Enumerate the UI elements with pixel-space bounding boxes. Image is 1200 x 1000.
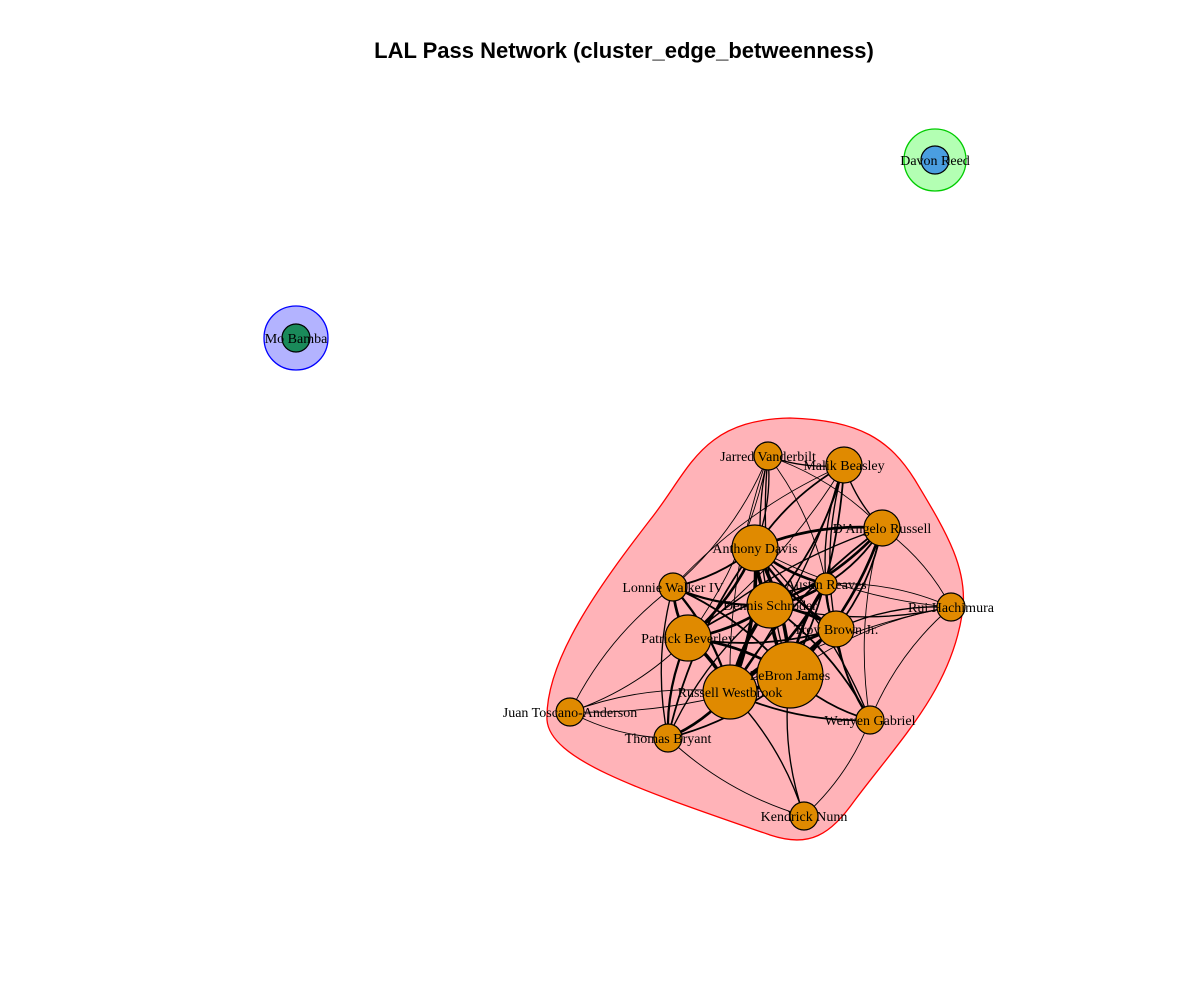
node-ad[interactable]	[731, 524, 779, 572]
edge-dangelo-wenyen	[863, 527, 883, 721]
label-schroder: Dennis Schroder	[723, 599, 817, 614]
diagram-title: LAL Pass Network (cluster_edge_betweenne…	[374, 38, 874, 63]
node-lebron[interactable]	[756, 641, 824, 709]
edge-ad-rui	[754, 547, 952, 608]
label-malik: Malik Beasley	[803, 459, 884, 474]
cluster-hulls	[263, 128, 967, 841]
label-jarred: Jarred Vanderbilt	[720, 450, 816, 465]
node-juan[interactable]	[555, 697, 585, 727]
label-troy: Troy Brown Jr.	[794, 623, 879, 638]
edge-reaves-jarred	[767, 455, 827, 585]
node-rui[interactable]	[936, 592, 966, 622]
label-ad: Anthony Davis	[712, 542, 797, 557]
player-nodes	[281, 145, 966, 831]
node-lonnie[interactable]	[658, 572, 688, 602]
label-thomas: Thomas Bryant	[625, 732, 712, 747]
edge-reaves-wenyen	[825, 583, 871, 721]
label-wenyen: Wenyen Gabriel	[825, 714, 916, 729]
edge-lonnie-malik	[672, 464, 845, 588]
edge-nunn-thomas	[667, 737, 805, 817]
node-mo[interactable]	[281, 323, 311, 353]
node-reaves[interactable]	[814, 572, 838, 596]
node-davon[interactable]	[920, 145, 950, 175]
label-lonnie: Lonnie Walker IV	[622, 581, 723, 596]
node-jarred[interactable]	[753, 441, 783, 471]
node-nunn[interactable]	[789, 801, 819, 831]
edge-lonnie-jarred	[672, 455, 769, 588]
node-westbrook[interactable]	[702, 664, 758, 720]
label-davon: Davon Reed	[900, 154, 970, 169]
label-westbrook: Russell Westbrook	[678, 686, 783, 701]
label-juan: Juan Toscano-Anderson	[503, 706, 637, 721]
edge-juan-lonnie	[569, 586, 674, 713]
edge-rui-wenyen	[869, 606, 952, 721]
label-reaves: Austin Reaves	[785, 578, 866, 593]
node-troy[interactable]	[817, 610, 855, 648]
edge-westbrook-dangelo	[729, 527, 883, 693]
node-thomas[interactable]	[653, 723, 683, 753]
label-beverley: Patrick Beverley	[641, 632, 735, 647]
label-mo: Mo Bamba	[265, 332, 328, 347]
node-malik[interactable]	[825, 446, 863, 484]
node-dangelo[interactable]	[863, 509, 901, 547]
label-lebron: LeBron James	[750, 669, 830, 684]
label-dangelo: D'Angelo Russell	[833, 522, 932, 537]
label-nunn: Kendrick Nunn	[761, 810, 848, 825]
node-wenyen[interactable]	[855, 705, 885, 735]
edge-lonnie-thomas	[660, 586, 674, 739]
label-rui: Rui Hachimura	[908, 601, 995, 616]
player-labels: LeBron James Russell Westbrook Anthony Dav…	[265, 154, 995, 825]
edge-troy-malik	[829, 464, 845, 630]
node-beverley[interactable]	[664, 614, 712, 662]
node-schroder[interactable]	[746, 581, 794, 629]
